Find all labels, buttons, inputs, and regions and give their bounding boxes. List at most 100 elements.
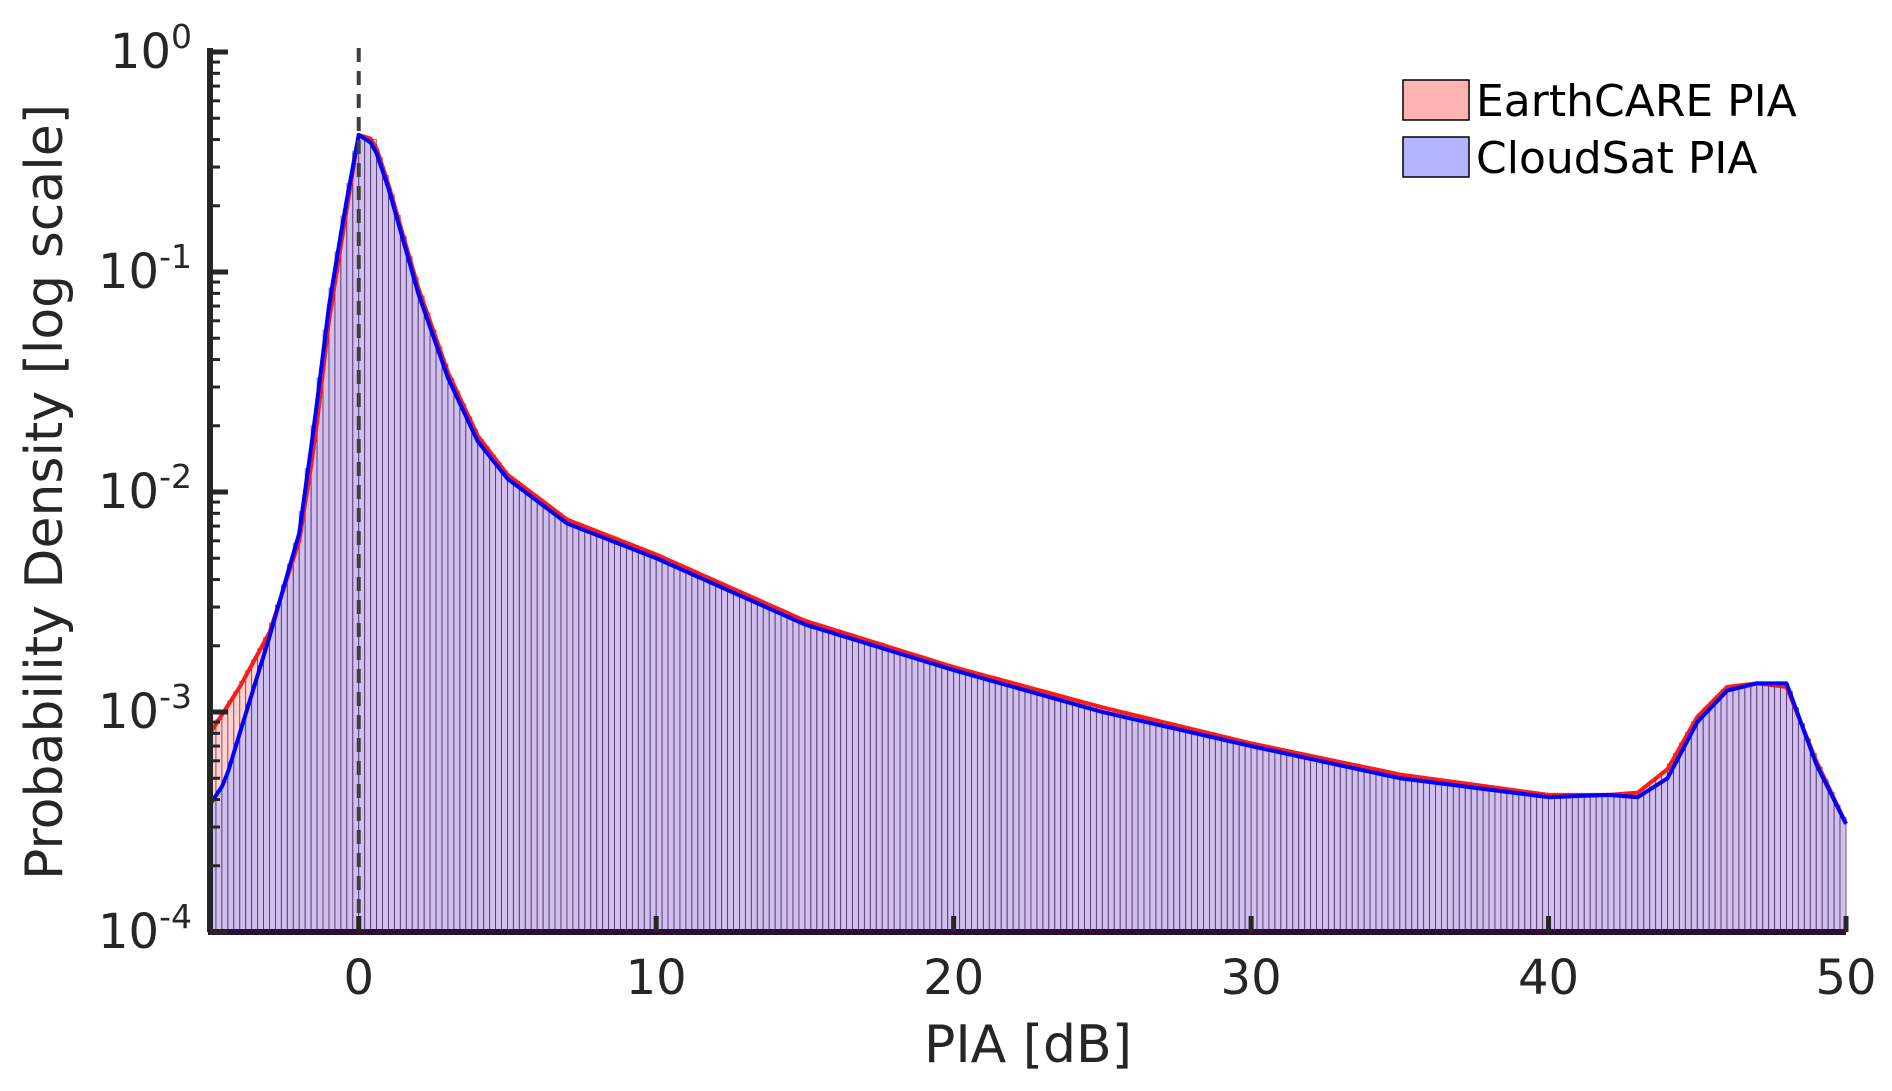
histogram-bar xyxy=(1381,774,1389,933)
density-lines xyxy=(208,132,1848,825)
histogram-bar xyxy=(941,666,949,933)
histogram-bar xyxy=(1357,769,1365,933)
histogram-bar xyxy=(1405,778,1413,933)
histogram-bar xyxy=(1601,794,1609,933)
histogram-bar xyxy=(1429,781,1436,933)
histogram-bar xyxy=(721,588,729,933)
histogram-bar xyxy=(971,675,978,933)
x-tick-label: 10 xyxy=(626,950,687,1006)
histogram-bar xyxy=(346,183,354,933)
histogram-bar xyxy=(965,673,972,933)
legend-swatch-cloudsat xyxy=(1402,136,1470,178)
histogram-bar xyxy=(1607,794,1615,933)
histogram-bar xyxy=(1673,760,1680,933)
histogram-bar xyxy=(280,584,288,933)
histogram-bar xyxy=(774,612,782,933)
histogram-bar xyxy=(245,703,253,933)
histogram-bar xyxy=(1095,710,1103,933)
histogram-bar xyxy=(1197,734,1204,933)
histogram-bar xyxy=(1161,725,1169,933)
histogram-bar xyxy=(828,632,836,933)
histogram-bar xyxy=(1072,704,1080,933)
histogram-bar xyxy=(1792,707,1799,933)
histogram-bar xyxy=(739,596,746,933)
histogram-bar xyxy=(733,593,740,933)
histogram-bar xyxy=(780,614,788,933)
histogram-bar xyxy=(1512,792,1520,933)
histogram-bar xyxy=(637,551,645,933)
histogram-bar xyxy=(495,466,502,933)
histogram-bar xyxy=(1786,690,1793,933)
histogram-bar xyxy=(483,452,491,933)
histogram-bar xyxy=(1649,787,1657,933)
histogram-bar xyxy=(1696,718,1704,933)
histogram-bar xyxy=(1613,795,1621,933)
histogram-bar xyxy=(388,198,395,933)
histogram-bar xyxy=(1024,690,1032,933)
histogram-bar xyxy=(846,637,853,933)
histogram-bar xyxy=(1839,817,1847,933)
histogram-bar xyxy=(1066,702,1074,933)
histogram-bar xyxy=(1173,728,1181,933)
histogram-bar xyxy=(1762,682,1770,933)
histogram-bar xyxy=(239,723,247,933)
histogram-bar xyxy=(1500,791,1508,933)
histogram-bar xyxy=(1506,791,1514,933)
histogram-bar xyxy=(1482,788,1490,933)
histogram-bar xyxy=(994,682,1002,933)
histogram-bar xyxy=(1488,789,1496,933)
histogram-bar xyxy=(1684,738,1692,933)
histogram-bar xyxy=(1054,698,1062,933)
histogram-bar xyxy=(340,215,348,933)
histogram-bar xyxy=(810,626,818,933)
histogram-bar xyxy=(1470,787,1478,933)
histogram-bar xyxy=(584,531,592,933)
histogram-bar xyxy=(376,161,383,933)
histogram-bar xyxy=(382,179,389,933)
histogram-bar xyxy=(1661,779,1668,933)
histogram-bar xyxy=(1244,744,1252,933)
histogram-bar xyxy=(1821,781,1829,933)
histogram-bar xyxy=(1006,685,1014,933)
y-tick-label: 10-1 xyxy=(98,237,192,300)
histogram-bar xyxy=(631,549,639,933)
histogram-bar xyxy=(1417,780,1425,933)
histogram-bar xyxy=(1768,682,1776,933)
histogram-bar xyxy=(1060,700,1068,933)
histogram-bar xyxy=(697,577,705,933)
histogram-bar xyxy=(548,511,556,933)
y-tick-label: 100 xyxy=(110,17,192,80)
histogram-bar xyxy=(1732,688,1740,933)
histogram-bar xyxy=(1012,687,1020,933)
histogram-bar xyxy=(304,468,312,933)
histogram-bar xyxy=(1339,765,1347,933)
histogram-bar xyxy=(1250,746,1258,933)
histogram-bar xyxy=(459,409,467,933)
histogram-bar xyxy=(1643,791,1651,933)
histogram-bar xyxy=(530,498,538,933)
histogram-bar xyxy=(489,459,497,933)
histogram-bar xyxy=(328,287,336,933)
histogram-bar xyxy=(364,140,372,933)
histogram-bar xyxy=(1220,739,1228,933)
histogram-bar xyxy=(947,668,955,933)
histogram-bar xyxy=(507,480,514,933)
histogram-bar xyxy=(554,516,562,933)
histogram-bar xyxy=(292,543,300,933)
histogram-bar xyxy=(1351,768,1359,933)
histogram-bar xyxy=(1524,794,1532,933)
y-tick-label: 10-4 xyxy=(98,897,192,960)
histogram-bar xyxy=(423,318,431,933)
histogram-bar xyxy=(982,678,990,933)
histogram-bar xyxy=(614,542,621,933)
histogram-bar xyxy=(1458,785,1466,933)
histogram-bar xyxy=(1494,790,1502,933)
histogram-bar xyxy=(322,329,330,933)
histogram-bar xyxy=(1310,759,1317,933)
histogram-bar xyxy=(976,677,984,933)
histogram-bar xyxy=(1667,772,1674,933)
histogram-bar xyxy=(1476,788,1484,933)
histogram-bar xyxy=(709,582,717,933)
histogram-bar xyxy=(1756,682,1764,933)
histogram-bar xyxy=(441,369,449,933)
